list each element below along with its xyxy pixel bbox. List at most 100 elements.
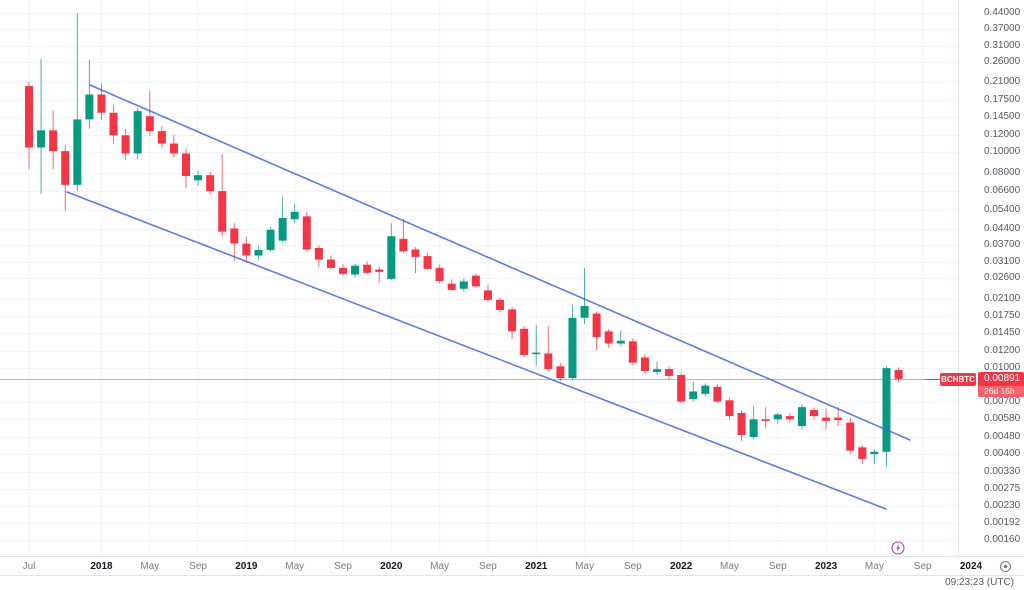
x-axis-label: May (140, 561, 160, 572)
y-axis-label: 0.21000 (984, 76, 1021, 88)
y-axis-label: 0.08000 (984, 166, 1021, 178)
candle-body-2022-08 (761, 419, 770, 421)
status-bar: 09:23:23 (UTC) (0, 575, 1024, 590)
candle-body-2020-09 (483, 290, 492, 300)
candle-body-2020-07 (459, 281, 468, 289)
candle-body-2022-01 (677, 374, 686, 402)
x-axis-label: Sep (623, 561, 642, 572)
candle-body-2020-12 (520, 328, 529, 356)
candle-body-2017-07 (25, 86, 33, 148)
symbol-price-tag[interactable]: BCHBTC (940, 372, 976, 386)
candle-body-2021-11 (653, 369, 662, 372)
candle-body-2023-07 (894, 370, 903, 379)
candle-body-2018-05 (145, 116, 154, 132)
y-axis-label: 0.00230 (984, 500, 1021, 512)
y-axis-label: 0.00400 (984, 448, 1021, 460)
y-axis-label: 0.00480 (984, 431, 1021, 443)
candle-body-2021-01 (532, 352, 541, 355)
candle-body-2022-02 (689, 391, 698, 399)
y-axis-label: 0.03700 (984, 239, 1021, 251)
price-chart-pane[interactable]: BCHBTC (0, 0, 976, 556)
candle-body-2018-04 (133, 111, 142, 154)
x-axis-label: Sep (479, 561, 497, 572)
candle-body-2022-10 (785, 416, 794, 420)
candle-body-2018-12 (230, 228, 239, 244)
candle-body-2021-09 (628, 341, 637, 363)
plot-canvas[interactable] (0, 0, 958, 556)
candle-body-2020-02 (399, 238, 408, 252)
current-price-value: 0.00891 (978, 372, 1024, 386)
candle-body-2018-10 (206, 175, 215, 192)
candle-body-2022-06 (737, 413, 746, 436)
candle-body-2019-04 (278, 218, 287, 241)
x-axis-label: May (575, 561, 594, 572)
y-axis-label: 0.01450 (984, 327, 1021, 339)
y-axis-label: 0.05400 (984, 203, 1021, 215)
candle-body-2019-02 (254, 250, 263, 256)
candle-body-2017-12 (85, 94, 94, 120)
x-axis-label: May (864, 561, 884, 572)
candle-body-2019-03 (266, 229, 275, 251)
y-axis-label: 0.06600 (984, 185, 1021, 197)
candle-body-2023-04 (858, 447, 867, 459)
candle-body-2019-05 (290, 211, 299, 220)
candle-body-2023-03 (846, 422, 855, 451)
candle-body-2018-06 (157, 131, 166, 144)
candle-body-2021-07 (604, 331, 613, 344)
candle-body-2017-10 (61, 151, 70, 185)
candle-body-2020-10 (496, 299, 505, 310)
candle-body-2023-02 (834, 417, 843, 421)
scroll-to-recent-icon[interactable] (999, 560, 1012, 573)
x-axis-label: Jul (22, 561, 36, 572)
y-axis-label: 0.01200 (984, 345, 1021, 357)
candle-body-2023-06 (882, 368, 891, 452)
x-axis-label: 2024 (959, 561, 983, 572)
candle-body-2017-09 (49, 130, 58, 152)
current-price-box: 0.00891 26d 15h (978, 372, 1024, 397)
x-axis-label: 2020 (380, 561, 403, 572)
candle-body-2020-06 (447, 283, 456, 290)
y-axis-label: 0.04400 (984, 223, 1021, 235)
x-axis-label: Sep (913, 561, 932, 572)
candle-body-2022-07 (749, 419, 758, 438)
candle-body-2019-09 (339, 267, 348, 274)
candle-body-2018-09 (194, 175, 203, 181)
candle-body-2018-02 (109, 112, 118, 136)
candle-body-2019-10 (351, 265, 360, 275)
candle-body-2020-04 (423, 256, 432, 269)
bar-countdown: 26d 15h (978, 386, 1024, 397)
candle-body-2018-01 (97, 94, 106, 113)
channel-lower-trendline[interactable] (66, 191, 887, 510)
channel-upper-trendline[interactable] (89, 84, 911, 441)
y-axis-label: 0.17500 (984, 93, 1021, 105)
candle-body-2017-08 (37, 130, 46, 148)
y-axis-label: 0.02600 (984, 272, 1021, 284)
y-axis-label: 0.00700 (984, 395, 1021, 407)
clock-utc: 09:23:23 (UTC) (945, 577, 1014, 588)
y-axis-label: 0.10000 (984, 146, 1021, 158)
y-axis-label: 0.00275 (984, 483, 1021, 495)
lightning-icon[interactable] (891, 541, 905, 555)
y-axis-label: 0.26000 (984, 56, 1021, 68)
candle-body-2019-07 (314, 247, 323, 260)
candle-body-2023-01 (822, 417, 831, 421)
x-axis-label: May (720, 561, 739, 572)
y-axis-label: 0.14500 (984, 111, 1021, 123)
y-axis-label: 0.00580 (984, 413, 1021, 425)
candle-body-2022-12 (810, 410, 819, 417)
time-axis[interactable]: Jul 2018 May Sep 2019 May Sep 2020 May Sep 2021 May… (0, 556, 1024, 576)
y-axis-label: 0.02100 (984, 292, 1021, 304)
candle-body-2019-08 (326, 259, 335, 268)
candle-body-2019-11 (363, 264, 372, 273)
candle-body-2017-11 (73, 119, 82, 185)
price-axis[interactable]: 0.00891 26d 15h 0.44000 0.37000 0.31000 0.2… (958, 0, 1024, 556)
candle-body-2022-03 (701, 385, 710, 394)
y-axis-label: 0.31000 (984, 39, 1021, 51)
candle-body-2020-03 (411, 249, 420, 257)
candle-body-2021-02 (544, 353, 553, 370)
candle-body-2023-05 (870, 451, 879, 455)
x-axis-label: 2022 (670, 561, 693, 572)
candle-body-2021-12 (665, 369, 674, 376)
x-axis-label: 2019 (235, 561, 258, 572)
